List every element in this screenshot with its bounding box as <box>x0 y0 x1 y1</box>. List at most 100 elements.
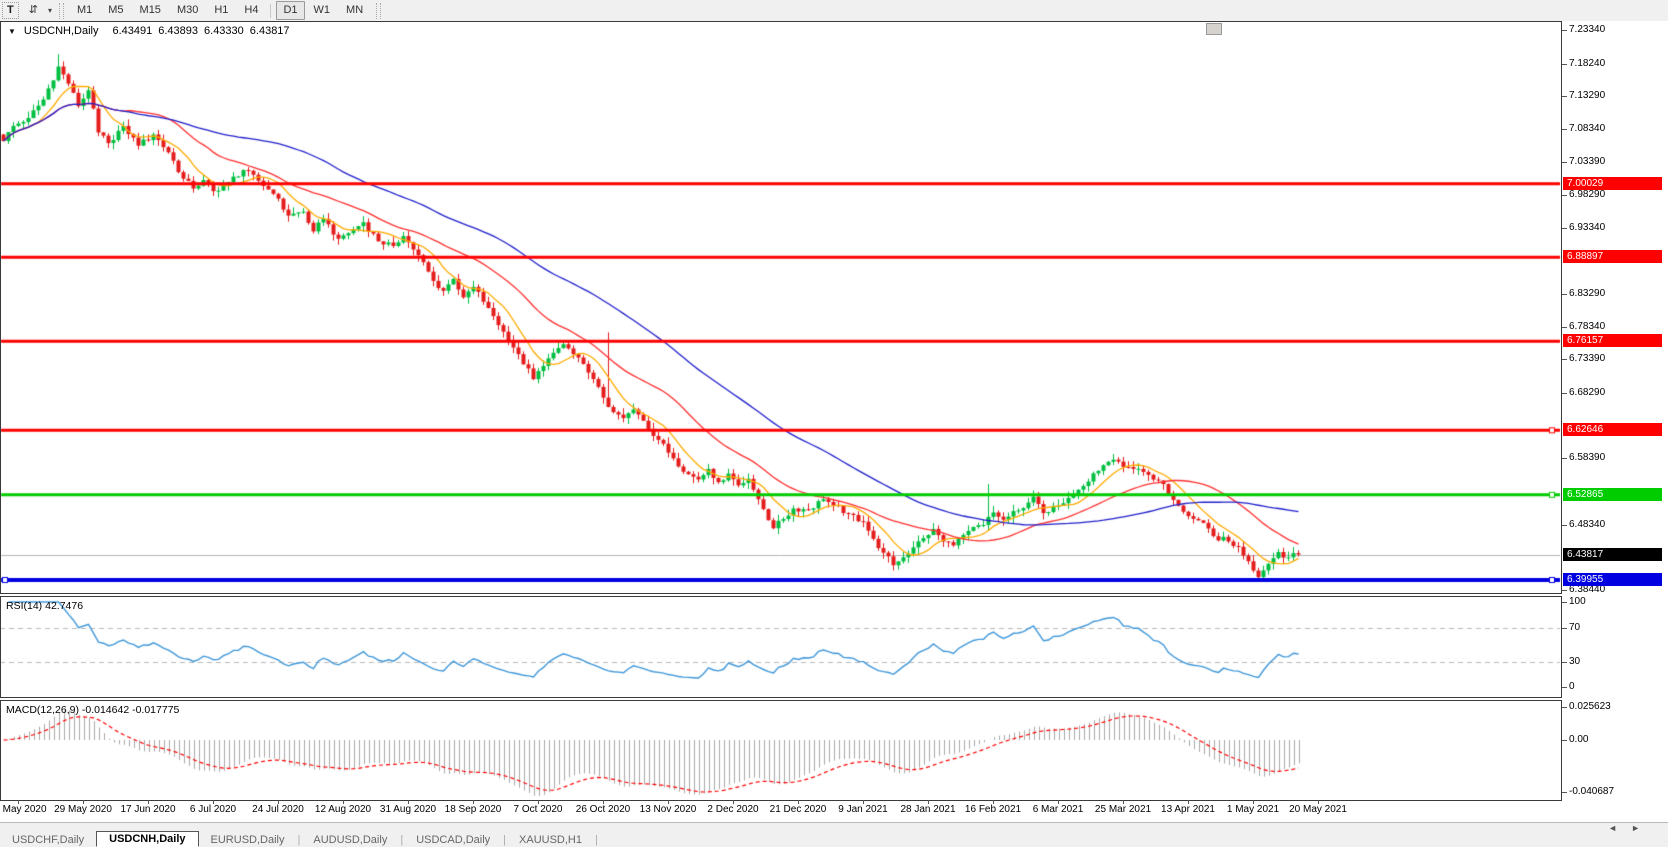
date-tickmark <box>278 800 279 804</box>
price-tickmark <box>1562 294 1567 296</box>
price-tickmark <box>1562 161 1567 163</box>
price-tick-label: 6.93340 <box>1569 221 1606 233</box>
tab-usdcad-daily[interactable]: USDCAD,Daily <box>416 834 491 846</box>
tab-separator: | <box>400 834 404 846</box>
price-tag-6.52865[interactable]: 6.52865 <box>1563 487 1662 501</box>
date-tickmark <box>993 800 994 804</box>
price-tickmark <box>1562 359 1567 361</box>
date-label: 6 Jul 2020 <box>189 804 237 815</box>
chevron-down-icon[interactable]: ▾ <box>47 6 52 15</box>
chart-symbol-label: USDCNH,Daily <box>23 25 99 37</box>
tab-scroll-arrows: ◄► <box>1608 823 1654 833</box>
date-label: 1 May 2021 <box>1226 804 1280 815</box>
date-tickmark <box>18 800 19 804</box>
price-tick-label: 7.18240 <box>1569 57 1606 69</box>
tab-audusd-daily[interactable]: AUDUSD,Daily <box>313 834 388 846</box>
rsi-level-label: 30 <box>1569 655 1581 667</box>
price-tick-label: 7.13290 <box>1569 90 1606 102</box>
tab-next-icon[interactable]: ► <box>1631 823 1654 833</box>
price-tag-6.39955[interactable]: 6.39955 <box>1563 573 1662 586</box>
macd-tickmark <box>1562 740 1567 741</box>
price-tick-label: 7.08340 <box>1569 122 1606 134</box>
chart-title: ▼ USDCNH,Daily 6.43491 6.43893 6.43330 6… <box>8 25 290 37</box>
date-tickmark <box>1188 800 1189 804</box>
date-label: 28 Jan 2021 <box>900 804 956 815</box>
timeframe-button-m5[interactable]: M5 <box>108 4 124 16</box>
price-tick-label: 6.98290 <box>1569 189 1606 201</box>
tab-prev-icon[interactable]: ◄ <box>1608 823 1632 833</box>
rsi-level-label: 0 <box>1569 681 1575 692</box>
rsi-tickmark <box>1562 627 1567 629</box>
macd-signal-value: -0.017775 <box>132 704 180 716</box>
date-label: 29 May 2020 <box>54 804 112 815</box>
timeframe-button-w1[interactable]: W1 <box>313 4 331 16</box>
chart-canvas[interactable] <box>0 21 1562 821</box>
macd-value: -0.014642 <box>81 704 130 716</box>
chart-window: ▼ USDCNH,Daily 6.43491 6.43893 6.43330 6… <box>0 21 1668 822</box>
price-tick-label: 6.73390 <box>1569 353 1606 365</box>
date-tickmark <box>733 800 734 804</box>
price-tickmark <box>1562 96 1567 98</box>
date-label: 9 Jan 2021 <box>838 804 888 815</box>
timeframe-button-m1[interactable]: M1 <box>76 4 93 16</box>
date-tickmark <box>1318 800 1319 804</box>
tab-usdcnh-daily[interactable]: USDCNH,Daily <box>96 831 199 847</box>
timeframe-button-d1[interactable]: D1 <box>276 1 305 20</box>
ohlc-low: 6.43330 <box>204 25 244 37</box>
date-tickmark <box>148 800 149 804</box>
date-tickmark <box>603 800 604 804</box>
splitter-handle <box>1206 23 1222 35</box>
price-tickmark <box>1562 195 1567 197</box>
date-tickmark <box>1058 800 1059 804</box>
price-tag-6.43817: 6.43817 <box>1563 547 1662 561</box>
chart-menu-icon[interactable]: ▼ <box>8 26 16 36</box>
rsi-level-label: 70 <box>1569 621 1581 633</box>
tab-eurusd-daily[interactable]: EURUSD,Daily <box>210 834 285 846</box>
date-label: 31 Aug 2020 <box>379 804 437 815</box>
date-label: 21 Dec 2020 <box>769 804 827 815</box>
price-tickmark <box>1562 524 1567 526</box>
macd-indicator-label: MACD(12,26,9) -0.014642 -0.017775 <box>6 704 179 716</box>
date-label: 17 Jun 2020 <box>120 804 176 815</box>
timeframe-button-h1[interactable]: H1 <box>214 4 229 16</box>
tab-usdchf-daily[interactable]: USDCHF,Daily <box>12 834 85 846</box>
price-tick-label: 6.58390 <box>1569 452 1606 464</box>
date-tickmark <box>473 800 474 804</box>
date-tickmark <box>668 800 669 804</box>
price-tag-7.00029[interactable]: 7.00029 <box>1563 176 1662 190</box>
rsi-tickmark <box>1562 602 1567 603</box>
date-tickmark <box>343 800 344 804</box>
arrange-windows-icon[interactable]: ⇵ <box>28 4 38 16</box>
date-tickmark <box>538 800 539 804</box>
price-tick-label: 7.03390 <box>1569 155 1606 167</box>
tab-separator: | <box>594 834 598 846</box>
price-tick-label: 7.23340 <box>1569 24 1606 35</box>
date-label: 26 Oct 2020 <box>575 804 631 815</box>
rsi-tickmark <box>1562 687 1567 688</box>
date-tickmark <box>408 800 409 804</box>
text-tool-button[interactable]: T <box>2 2 19 19</box>
toolbar-grip <box>58 2 64 19</box>
macd-tickmark <box>1562 792 1567 793</box>
timeframe-group: M1 M5 M15 M30 H1 H4 D1 W1 MN <box>69 1 371 20</box>
ohlc-close: 6.43817 <box>249 25 290 37</box>
timeframe-button-m30[interactable]: M30 <box>176 4 199 16</box>
price-tag-6.88897[interactable]: 6.88897 <box>1563 250 1662 264</box>
price-tag-6.76157[interactable]: 6.76157 <box>1563 334 1662 348</box>
timeframe-button-m15[interactable]: M15 <box>139 4 161 16</box>
price-tickmark <box>1562 63 1567 65</box>
timeframe-button-mn[interactable]: MN <box>346 4 364 16</box>
price-tick-label: 6.38440 <box>1569 584 1606 595</box>
price-tick-label: 6.83290 <box>1569 288 1606 300</box>
rsi-tickmark <box>1562 661 1567 663</box>
date-label: 12 Aug 2020 <box>314 804 372 815</box>
toolbar-separator <box>270 3 272 18</box>
price-tickmark <box>1562 30 1567 31</box>
tab-xauusd-h1[interactable]: XAUUSD,H1 <box>519 834 582 846</box>
rsi-indicator-label: RSI(14) 42.7476 <box>6 600 83 612</box>
timeframe-button-h4[interactable]: H4 <box>244 4 259 16</box>
price-tickmark <box>1562 458 1567 460</box>
macd-tickmark <box>1562 707 1567 708</box>
price-tag-6.62646[interactable]: 6.62646 <box>1563 423 1662 437</box>
date-label: 7 Oct 2020 <box>513 804 563 815</box>
